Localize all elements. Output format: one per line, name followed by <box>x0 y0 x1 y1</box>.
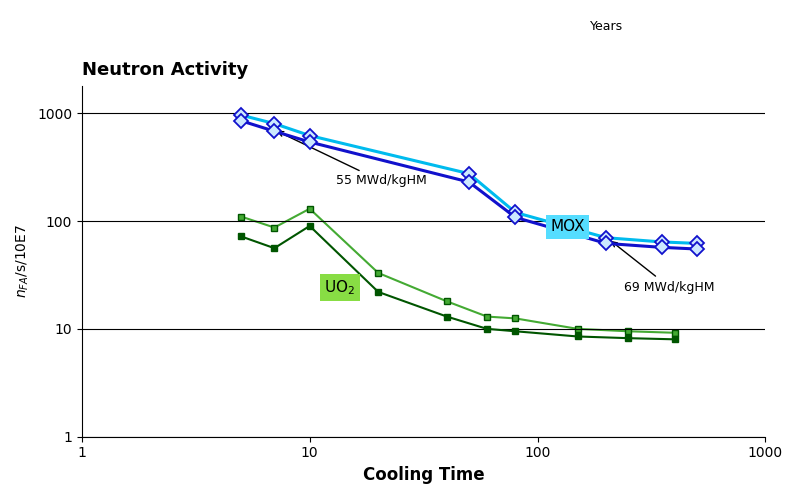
Text: 69 MWd/kgHM: 69 MWd/kgHM <box>612 242 715 293</box>
Text: Neutron Activity: Neutron Activity <box>82 60 248 78</box>
Y-axis label: $n_{FA}$/s/10E7: $n_{FA}$/s/10E7 <box>15 224 31 298</box>
X-axis label: Cooling Time: Cooling Time <box>363 466 484 484</box>
Text: MOX: MOX <box>550 219 585 234</box>
Text: UO$_2$: UO$_2$ <box>325 278 355 297</box>
Text: 55 MWd/kgHM: 55 MWd/kgHM <box>279 132 426 188</box>
Text: Years: Years <box>590 20 622 33</box>
